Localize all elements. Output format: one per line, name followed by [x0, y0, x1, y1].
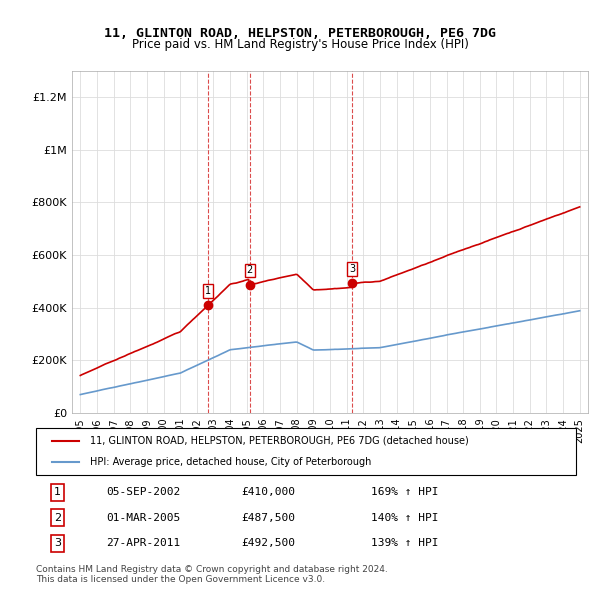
Text: 140% ↑ HPI: 140% ↑ HPI [371, 513, 438, 523]
Text: 3: 3 [54, 538, 61, 548]
Text: 2: 2 [247, 266, 253, 276]
Text: £410,000: £410,000 [241, 487, 295, 497]
Text: Price paid vs. HM Land Registry's House Price Index (HPI): Price paid vs. HM Land Registry's House … [131, 38, 469, 51]
Text: This data is licensed under the Open Government Licence v3.0.: This data is licensed under the Open Gov… [36, 575, 325, 584]
Text: 139% ↑ HPI: 139% ↑ HPI [371, 538, 438, 548]
Text: £492,500: £492,500 [241, 538, 295, 548]
Text: 05-SEP-2002: 05-SEP-2002 [106, 487, 181, 497]
Text: 1: 1 [54, 487, 61, 497]
Text: HPI: Average price, detached house, City of Peterborough: HPI: Average price, detached house, City… [90, 457, 371, 467]
Text: £487,500: £487,500 [241, 513, 295, 523]
Text: 01-MAR-2005: 01-MAR-2005 [106, 513, 181, 523]
Text: Contains HM Land Registry data © Crown copyright and database right 2024.: Contains HM Land Registry data © Crown c… [36, 565, 388, 574]
Text: 11, GLINTON ROAD, HELPSTON, PETERBOROUGH, PE6 7DG: 11, GLINTON ROAD, HELPSTON, PETERBOROUGH… [104, 27, 496, 40]
Text: 27-APR-2011: 27-APR-2011 [106, 538, 181, 548]
Text: 2: 2 [54, 513, 61, 523]
Text: 1: 1 [205, 286, 211, 296]
FancyBboxPatch shape [36, 428, 576, 475]
Text: 11, GLINTON ROAD, HELPSTON, PETERBOROUGH, PE6 7DG (detached house): 11, GLINTON ROAD, HELPSTON, PETERBOROUGH… [90, 436, 469, 446]
Text: 3: 3 [349, 264, 355, 274]
Text: 169% ↑ HPI: 169% ↑ HPI [371, 487, 438, 497]
